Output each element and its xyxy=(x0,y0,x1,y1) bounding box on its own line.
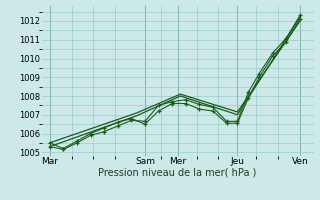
X-axis label: Pression niveau de la mer( hPa ): Pression niveau de la mer( hPa ) xyxy=(99,168,257,178)
